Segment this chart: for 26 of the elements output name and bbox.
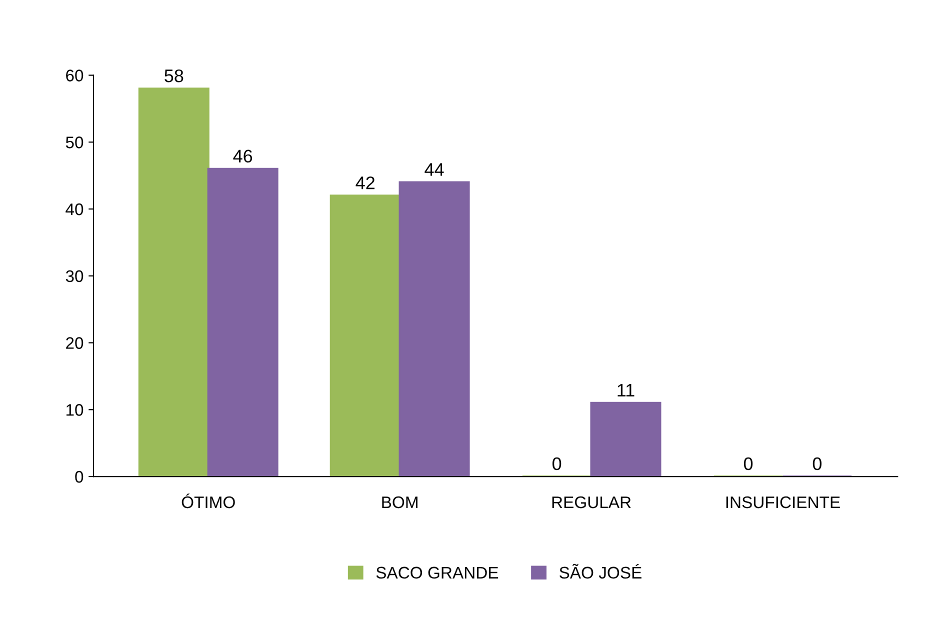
y-tick-label: 10: [66, 404, 84, 416]
bar: [330, 194, 401, 477]
y-tick-label: 50: [66, 136, 84, 148]
y-tick-label: 60: [66, 70, 84, 82]
y-tick-label: 40: [66, 203, 84, 216]
data-label: 0: [812, 457, 822, 470]
x-tick-label: BOM: [382, 496, 418, 508]
data-label: 11: [618, 384, 634, 396]
x-tick-label: REGULAR: [552, 496, 631, 508]
bar: [138, 88, 210, 477]
data-label: 58: [164, 69, 184, 82]
y-tick-label: 30: [66, 270, 84, 282]
data-label: 42: [356, 176, 374, 190]
x-tick-label: ÓTIMO: [182, 494, 235, 508]
legend-label: SACO GRANDE: [376, 566, 498, 579]
y-tick-label: 20: [66, 337, 84, 349]
bar: [207, 168, 278, 477]
legend-label: SÃO JOSÉ: [560, 564, 642, 579]
data-label: 46: [233, 150, 252, 163]
bar: [590, 402, 662, 477]
data-label: 0: [552, 457, 562, 470]
data-label: 44: [424, 163, 444, 176]
x-tick-label: INSUFICIENTE: [726, 496, 840, 508]
y-tick-label: 0: [75, 470, 84, 483]
data-label: 0: [744, 457, 753, 470]
bar: [398, 181, 470, 477]
